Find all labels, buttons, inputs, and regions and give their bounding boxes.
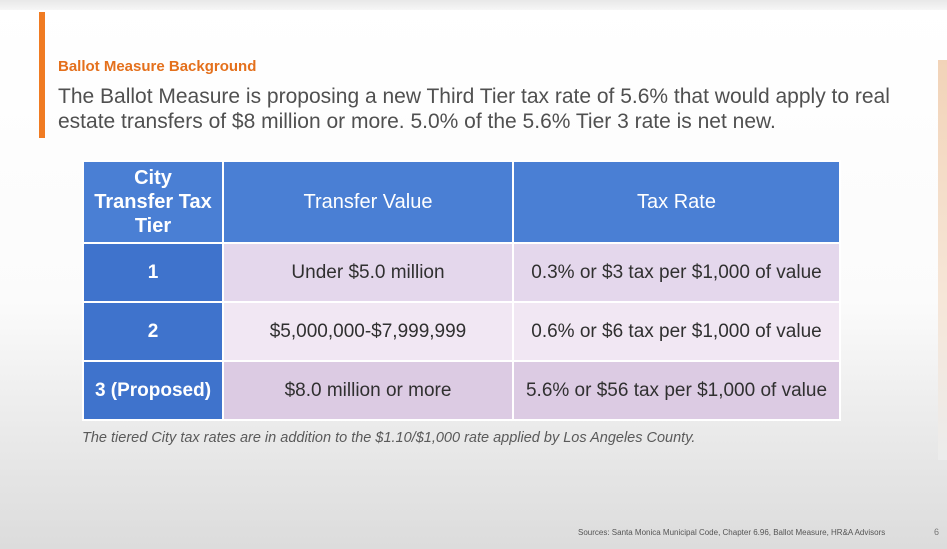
description-text: The Ballot Measure is proposing a new Th… <box>58 85 890 133</box>
sources-note: Sources: Santa Monica Municipal Code, Ch… <box>578 528 886 537</box>
table-row: 1 Under $5.0 million 0.3% or $3 tax per … <box>82 242 841 303</box>
header-transfer-value: Transfer Value <box>222 160 514 244</box>
accent-bar <box>39 12 45 138</box>
transfer-value-cell: Under $5.0 million <box>222 242 514 303</box>
tax-rate-cell: 0.6% or $6 tax per $1,000 of value <box>512 301 841 362</box>
tier-cell: 3 (Proposed) <box>82 360 224 421</box>
page-number: 6 <box>934 527 940 537</box>
transfer-value-cell: $8.0 million or more <box>222 360 514 421</box>
tier-cell: 1 <box>82 242 224 303</box>
table-row: 2 $5,000,000-$7,999,999 0.6% or $6 tax p… <box>82 301 841 362</box>
tax-rate-cell: 5.6% or $56 tax per $1,000 of value <box>512 360 841 421</box>
side-accent-strip <box>938 60 947 460</box>
header-tax-rate: Tax Rate <box>512 160 841 244</box>
tax-tier-table: City Transfer Tax Tier Transfer Value Ta… <box>82 160 841 421</box>
header-tier: City Transfer Tax Tier <box>82 160 224 244</box>
section-title: Ballot Measure Background <box>58 58 257 75</box>
table-row: 3 (Proposed) $8.0 million or more 5.6% o… <box>82 360 841 421</box>
table-header-row: City Transfer Tax Tier Transfer Value Ta… <box>82 160 841 244</box>
tier-cell: 2 <box>82 301 224 362</box>
tax-rate-cell: 0.3% or $3 tax per $1,000 of value <box>512 242 841 303</box>
top-toolbar-strip <box>0 0 947 10</box>
transfer-value-cell: $5,000,000-$7,999,999 <box>222 301 514 362</box>
footnote: The tiered City tax rates are in additio… <box>82 430 696 446</box>
